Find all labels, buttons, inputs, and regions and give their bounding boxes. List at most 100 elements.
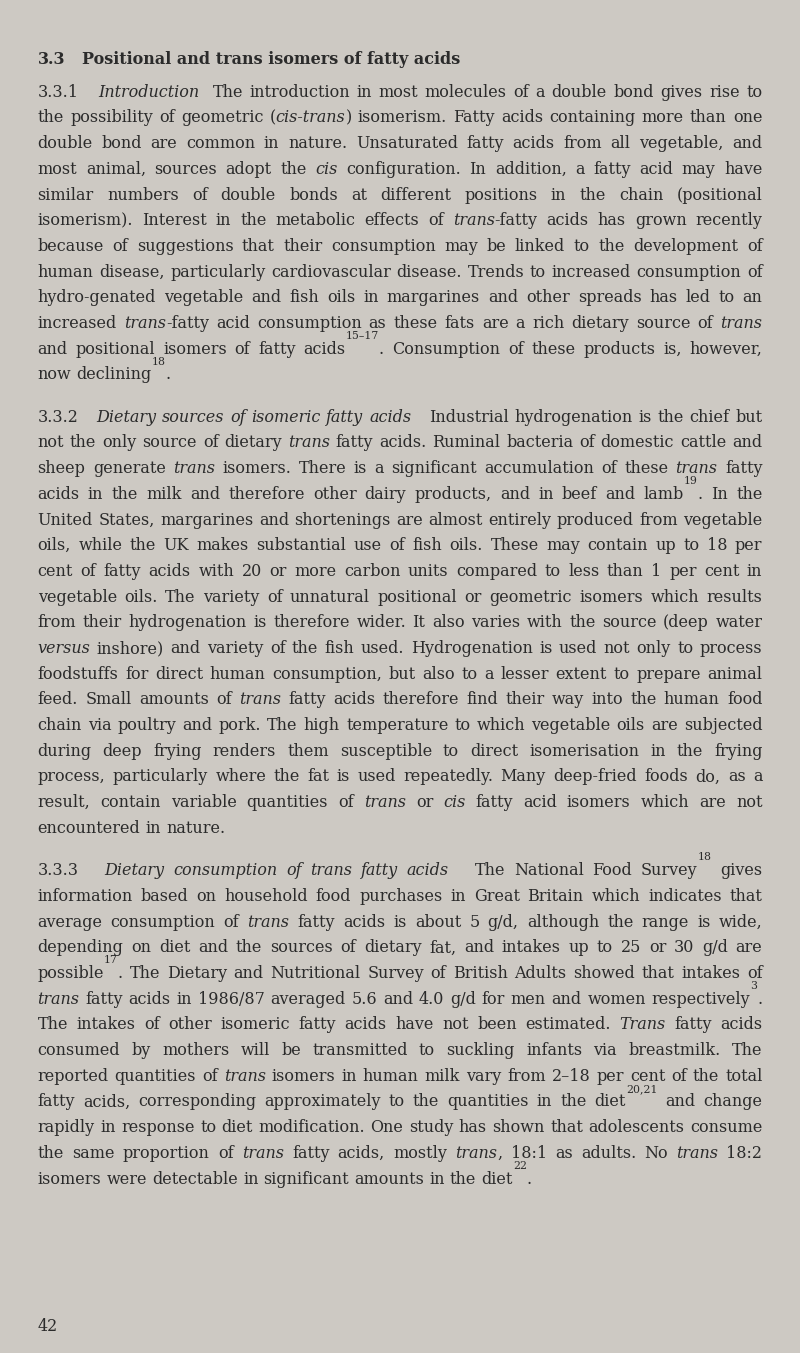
- Text: the: the: [38, 110, 64, 126]
- Text: human: human: [362, 1068, 418, 1085]
- Text: trans: trans: [224, 1068, 266, 1085]
- Text: but: but: [735, 409, 762, 426]
- Text: via: via: [88, 717, 112, 735]
- Text: reported: reported: [38, 1068, 109, 1085]
- Text: disease,: disease,: [99, 264, 165, 280]
- Text: oils: oils: [617, 717, 645, 735]
- Text: fatty: fatty: [594, 161, 630, 177]
- Text: Adults: Adults: [514, 965, 566, 982]
- Text: trans: trans: [453, 212, 494, 229]
- Text: water: water: [715, 614, 762, 632]
- Text: 20,21: 20,21: [626, 1084, 658, 1093]
- Text: Industrial: Industrial: [429, 409, 508, 426]
- Text: trans: trans: [720, 315, 762, 331]
- Text: and: and: [38, 341, 68, 357]
- Text: trans: trans: [676, 1145, 718, 1162]
- Text: therefore: therefore: [228, 486, 305, 503]
- Text: to: to: [454, 717, 470, 735]
- Text: same: same: [72, 1145, 114, 1162]
- Text: which: which: [477, 717, 526, 735]
- Text: fatty: fatty: [298, 1016, 336, 1034]
- Text: temperature: temperature: [346, 717, 449, 735]
- Text: that: that: [730, 888, 762, 905]
- Text: other: other: [168, 1016, 212, 1034]
- Text: use: use: [354, 537, 382, 555]
- Text: 18: 18: [707, 537, 727, 555]
- Text: 4.0: 4.0: [418, 990, 444, 1008]
- Text: to: to: [718, 290, 734, 306]
- Text: in: in: [550, 187, 566, 203]
- Text: find: find: [466, 691, 498, 709]
- Text: to: to: [678, 640, 694, 658]
- Text: vegetable: vegetable: [683, 511, 762, 529]
- Text: Small: Small: [86, 691, 131, 709]
- Text: as: as: [555, 1145, 573, 1162]
- Text: is: is: [354, 460, 367, 478]
- Text: isomerisation: isomerisation: [529, 743, 639, 760]
- Text: There: There: [298, 460, 346, 478]
- Text: isomers: isomers: [38, 1170, 102, 1188]
- Text: sources: sources: [162, 409, 224, 426]
- Text: into: into: [591, 691, 623, 709]
- Text: Survey: Survey: [641, 862, 698, 879]
- Text: rapidly: rapidly: [38, 1119, 94, 1137]
- Text: consumption: consumption: [637, 264, 741, 280]
- Text: as: as: [369, 315, 386, 331]
- Text: to: to: [419, 1042, 435, 1059]
- Text: at: at: [351, 187, 367, 203]
- Text: or: or: [270, 563, 286, 580]
- Text: domestic: domestic: [601, 434, 674, 452]
- Text: (deep: (deep: [663, 614, 709, 632]
- Text: rise: rise: [709, 84, 740, 100]
- Text: oils.: oils.: [124, 589, 158, 606]
- Text: dietary: dietary: [571, 315, 629, 331]
- Text: acid: acid: [216, 315, 250, 331]
- Text: these: these: [394, 315, 438, 331]
- Text: compared: compared: [456, 563, 537, 580]
- Text: sources: sources: [270, 939, 333, 957]
- Text: foodstuffs: foodstuffs: [38, 666, 118, 683]
- Text: positions: positions: [465, 187, 538, 203]
- Text: of: of: [203, 434, 218, 452]
- Text: In: In: [470, 161, 486, 177]
- Text: UK: UK: [164, 537, 190, 555]
- Text: transmitted: transmitted: [312, 1042, 408, 1059]
- Text: process: process: [700, 640, 762, 658]
- Text: frying: frying: [714, 743, 762, 760]
- Text: and: and: [732, 434, 762, 452]
- Text: acids: acids: [333, 691, 375, 709]
- Text: human: human: [210, 666, 266, 683]
- Text: fish: fish: [412, 537, 442, 555]
- Text: These: These: [490, 537, 538, 555]
- Text: the: the: [569, 614, 595, 632]
- Text: used.: used.: [361, 640, 404, 658]
- Text: up: up: [569, 939, 589, 957]
- Text: encountered: encountered: [38, 820, 140, 838]
- Text: has: has: [598, 212, 626, 229]
- Text: depending: depending: [38, 939, 123, 957]
- Text: the: the: [677, 743, 703, 760]
- Text: high: high: [304, 717, 340, 735]
- Text: deep-fried: deep-fried: [554, 769, 637, 786]
- Text: all: all: [610, 135, 630, 152]
- Text: of: of: [746, 264, 762, 280]
- Text: is: is: [638, 409, 651, 426]
- Text: also: also: [422, 666, 455, 683]
- Text: of: of: [81, 563, 96, 580]
- Text: acids,: acids,: [338, 1145, 385, 1162]
- Text: in: in: [650, 743, 666, 760]
- Text: acids: acids: [406, 862, 449, 879]
- Text: them: them: [287, 743, 329, 760]
- Text: has: has: [650, 290, 678, 306]
- Text: g/d: g/d: [702, 939, 728, 957]
- Text: an: an: [742, 290, 762, 306]
- Text: fat,: fat,: [429, 939, 456, 957]
- Text: No: No: [644, 1145, 668, 1162]
- Text: ,: ,: [498, 1145, 502, 1162]
- Text: Consumption: Consumption: [392, 341, 500, 357]
- Text: quantities: quantities: [447, 1093, 529, 1111]
- Text: or: or: [416, 794, 433, 812]
- Text: change: change: [703, 1093, 762, 1111]
- Text: declining: declining: [77, 367, 152, 383]
- Text: but: but: [389, 666, 416, 683]
